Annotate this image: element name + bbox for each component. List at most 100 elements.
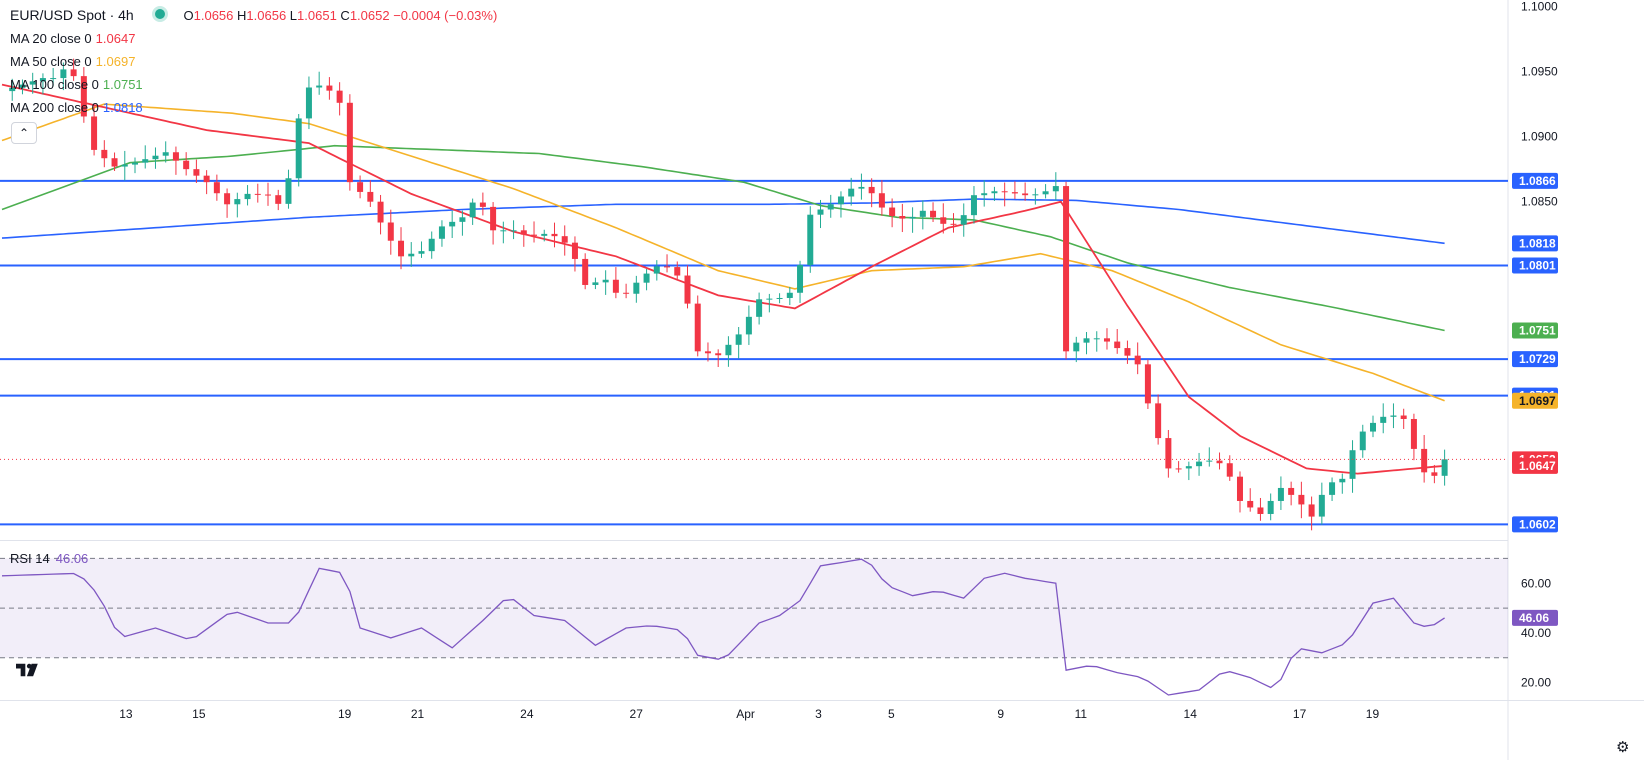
candle-up [776,297,783,299]
candle-up [9,87,16,92]
candle-up [858,186,865,189]
candle-up [735,334,742,345]
level-price-label: 1.0729 [1519,352,1556,366]
candle-down [1308,504,1315,517]
ma50-line [1,103,1445,402]
ma200-line [1,198,1445,245]
candle-up [1052,186,1059,192]
candle-down [704,351,711,354]
rsi-legend[interactable]: RSI 14 46.06 [10,551,89,566]
candle-down [1298,494,1305,505]
candle-up [1277,487,1284,501]
candle-down [551,233,558,237]
candle-up [510,230,517,232]
candle-up [633,282,640,294]
candle-down [367,191,374,202]
candle-down [1400,415,1407,419]
symbol-title[interactable]: EUR/USD Spot · 4h [10,7,134,23]
candle-up [1267,500,1274,514]
candle-up [541,233,548,236]
ma200-legend[interactable]: MA 200 close 0 1.0818 [10,100,143,115]
price-tick-label: 1.0850 [1521,195,1558,209]
candle-down [183,160,190,170]
candle-down [1001,191,1008,193]
price-tick-label: 1.0900 [1521,130,1558,144]
candle-up [602,279,609,283]
ma20-legend[interactable]: MA 20 close 0 1.0647 [10,31,136,46]
candle-up [786,292,793,298]
candle-up [295,118,302,179]
candle-down [213,182,220,194]
candle-down [1011,192,1018,194]
candle-up [469,202,476,218]
ma20-line [1,83,1445,475]
candle-down [387,222,394,241]
candle-up [981,193,988,196]
ma50-legend[interactable]: MA 50 close 0 1.0697 [10,54,136,69]
level-price-label: 1.0866 [1519,174,1556,188]
candle-down [571,242,578,259]
rsi-tick-label: 60.00 [1521,576,1551,590]
candle-up [1369,422,1376,432]
candle-down [1421,448,1428,473]
candle-down [479,202,486,207]
candle-down [1288,487,1295,495]
chevron-up-icon[interactable]: ⌃ [11,122,37,144]
ma-price-label: 1.0697 [1519,394,1556,408]
rsi-line [1,558,1445,696]
candle-down [1134,355,1141,365]
candle-up [1196,461,1203,467]
candle-up [1032,194,1039,196]
time-tick-label: 14 [1184,707,1198,721]
candle-down [1226,463,1233,477]
rsi-band [0,558,1508,658]
candle-up [643,273,650,283]
price-tick-label: 1.0950 [1521,65,1558,79]
candle-down [623,292,630,294]
candle-up [766,298,773,300]
time-tick-label: 21 [411,707,425,721]
level-price-label-bg [1512,257,1558,274]
time-tick-label: 17 [1293,707,1307,721]
candle-down [398,240,405,257]
candle-up [50,78,57,80]
candle-down [664,266,671,268]
candle-up [1441,459,1448,476]
candle-up [418,251,425,254]
level-price-label-bg [1512,516,1558,533]
candle-down [1124,348,1131,356]
tradingview-logo[interactable] [16,662,44,678]
candle-up [234,199,241,205]
candle-up [1042,191,1049,195]
candle-up [1185,466,1192,469]
candle-down [1063,186,1070,352]
time-tick-label: 15 [192,707,206,721]
candle-up [1093,338,1100,340]
candle-up [745,316,752,335]
price-tick-label: 1.1000 [1521,0,1558,14]
candle-down [1114,341,1121,349]
candle-up [756,299,763,317]
level-price-label: 1.0801 [1519,258,1556,272]
candle-down [326,85,333,91]
change-value: −0.0004 (−0.03%) [393,8,498,23]
candle-down [520,230,527,235]
gear-icon[interactable]: ⚙ [1616,739,1630,756]
level-price-label-bg [1512,172,1558,189]
candle-up [1206,460,1213,462]
candle-down [70,69,77,77]
candle-down [940,217,947,224]
candle-down [377,201,384,223]
candle-up [152,155,159,160]
ma100-legend[interactable]: MA 100 close 0 1.0751 [10,77,143,92]
candle-down [1257,507,1264,514]
candle-up [408,253,415,257]
candle-down [357,182,364,192]
candle-up [121,164,128,167]
ma-price-label: 1.0751 [1519,324,1556,338]
rsi-tick-label: 20.00 [1521,676,1551,690]
candle-up [1390,415,1397,417]
candle-up [960,215,967,225]
candle-up [1359,431,1366,451]
